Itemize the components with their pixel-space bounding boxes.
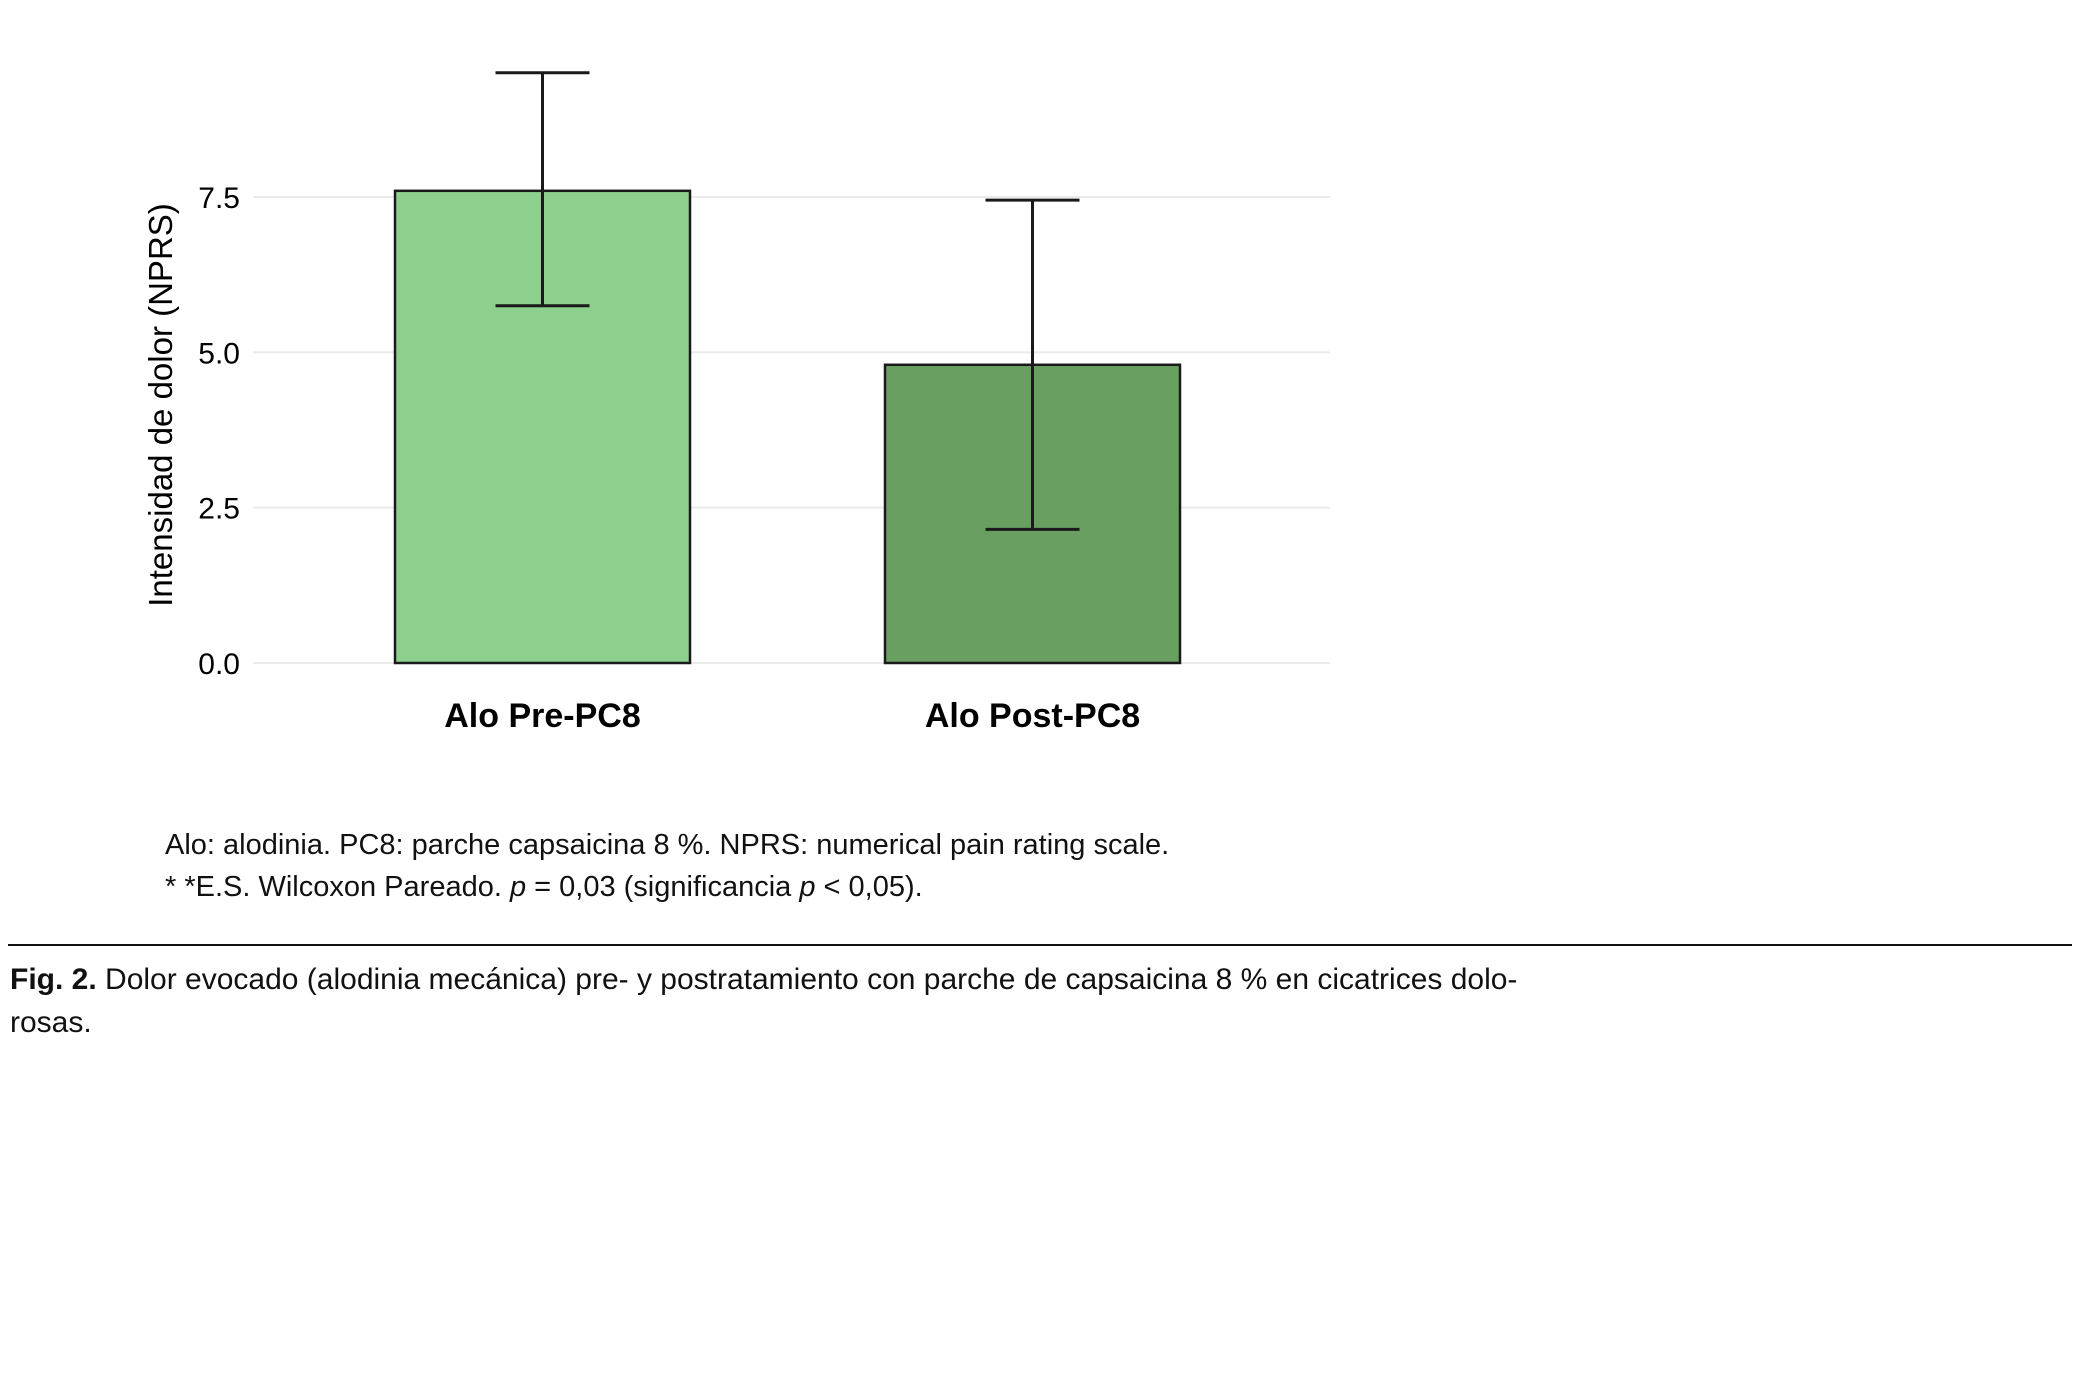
- y-axis-label: Intensidad de dolor (NPRS): [142, 203, 179, 607]
- x-category-label: Alo Pre-PC8: [444, 697, 641, 735]
- y-tick-label: 2.5: [198, 493, 240, 526]
- y-tick-label: 0.0: [198, 648, 240, 681]
- caption-divider: [8, 944, 2072, 946]
- figure-caption: Fig. 2. Dolor evocado (alodinia mecánica…: [10, 958, 1570, 1044]
- y-tick-label: 5.0: [198, 337, 240, 370]
- caption-figure-label: Fig. 2.: [10, 963, 97, 996]
- footnote-statistics: * *E.S. Wilcoxon Pareado. p = 0,03 (sign…: [165, 871, 923, 903]
- caption-line-1: Fig. 2. Dolor evocado (alodinia mecánica…: [10, 963, 1518, 996]
- y-tick-label: 7.5: [198, 182, 240, 215]
- chart-footnotes: Alo: alodinia. PC8: parche capsaicina 8 …: [165, 824, 1169, 908]
- footnote-abbreviations: Alo: alodinia. PC8: parche capsaicina 8 …: [165, 829, 1170, 861]
- x-category-label: Alo Post-PC8: [925, 697, 1140, 735]
- bar-chart: 0.0 2.5 5.0 7.5 Alo Pre-PC8 Alo Post-PC8 Inten…: [142, 71, 1330, 735]
- caption-line-2: rosas.: [10, 1006, 92, 1039]
